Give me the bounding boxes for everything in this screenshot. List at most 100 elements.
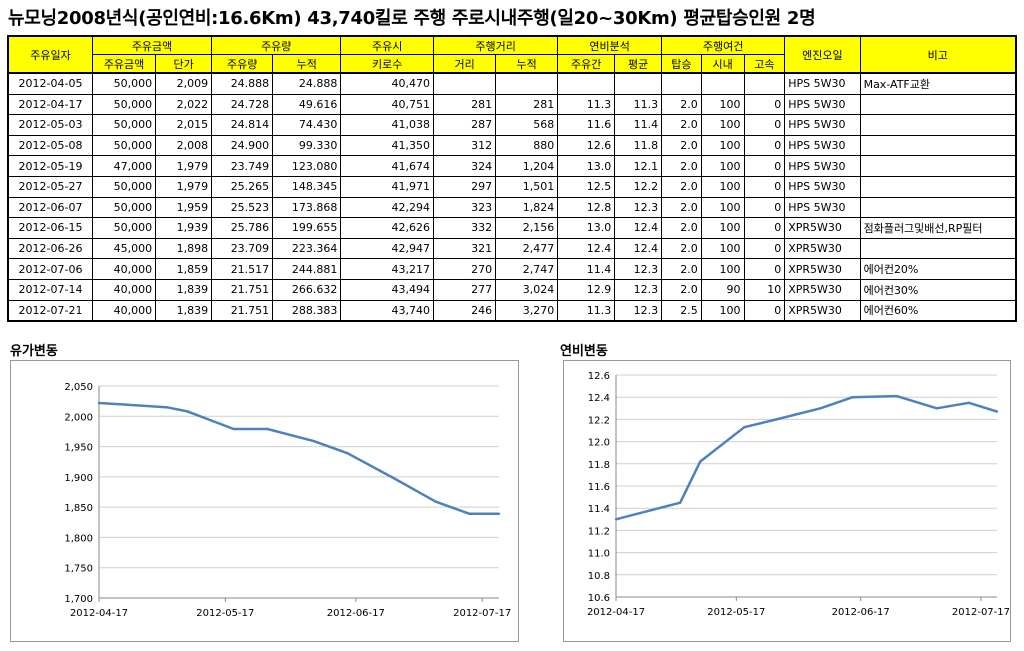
cell-hwy: 0 <box>743 175 786 198</box>
cell-riders: 2.0 <box>661 217 702 239</box>
cell-odo: 43,494 <box>340 278 435 301</box>
cell-vol: 24.814 <box>211 114 274 136</box>
cell-note <box>859 237 1017 260</box>
cell-eff <box>557 72 616 95</box>
cell-odo: 43,217 <box>340 258 435 280</box>
header-note: 비고 <box>859 35 1017 74</box>
cell-price: 1,979 <box>155 155 213 177</box>
cell-city: 100 <box>700 217 745 239</box>
cell-vol-cum: 49.616 <box>272 93 342 116</box>
cell-riders: 2.0 <box>661 134 702 157</box>
data-point <box>851 396 854 399</box>
cell-eff: 11.4 <box>557 258 616 280</box>
cell-riders: 2.0 <box>661 196 702 219</box>
cell-dist: 323 <box>433 196 497 219</box>
cell-oil: XPR5W30 <box>784 278 861 301</box>
cell-dist: 297 <box>433 175 497 198</box>
y-tick-label: 11.0 <box>588 549 610 560</box>
cell-vol-cum: 223.364 <box>272 237 342 260</box>
cell-hwy: 0 <box>743 114 786 136</box>
subheader-dist: 거리 <box>433 54 497 74</box>
cell-avg: 12.2 <box>614 175 663 198</box>
data-point <box>967 401 971 404</box>
cell-amount: 50,000 <box>91 196 157 219</box>
cell-avg: 11.4 <box>614 114 663 136</box>
cell-hwy: 0 <box>743 217 786 239</box>
y-tick-label: 2,000 <box>64 412 93 423</box>
cell-vol-cum: 99.330 <box>272 134 342 157</box>
cell-avg: 12.4 <box>614 237 663 260</box>
y-tick-label: 11.4 <box>588 504 610 515</box>
cell-avg <box>614 72 663 95</box>
x-tick-label: 2012-07-17 <box>952 607 1010 618</box>
table-row: 2012-05-08 50,000 2,008 24.900 99.330 41,350 3… <box>7 134 1017 157</box>
table-row: 2012-06-15 50,000 1,939 25.786 199.655 42,626… <box>7 217 1017 239</box>
cell-note <box>859 93 1017 116</box>
cell-oil: HPS 5W30 <box>784 175 861 198</box>
cell-dist-cum: 2,156 <box>495 217 559 239</box>
cell-date: 2012-07-21 <box>7 299 93 322</box>
cell-hwy: 0 <box>743 237 786 260</box>
cell-riders: 2.0 <box>661 114 702 136</box>
subheader-amount: 주유금액 <box>91 54 157 74</box>
cell-eff: 11.6 <box>557 114 616 136</box>
cell-amount: 50,000 <box>91 93 157 116</box>
cell-riders: 2.0 <box>661 278 702 301</box>
header-oil: 엔진오일 <box>784 35 861 74</box>
cell-eff: 12.8 <box>557 196 616 219</box>
cell-avg: 12.3 <box>614 258 663 280</box>
cell-odo: 41,038 <box>340 114 435 136</box>
subheader-volume: 주유량 <box>211 54 274 74</box>
y-tick-label: 1,950 <box>64 443 93 454</box>
data-point <box>232 427 235 431</box>
cell-avg: 12.3 <box>614 196 663 219</box>
fuel-log-body: 2012-04-05 50,000 2,009 24.888 24.888 40,470 H… <box>7 72 1017 322</box>
header-amount: 주유금액 <box>91 35 213 55</box>
cell-price: 1,839 <box>155 299 213 322</box>
cell-date: 2012-07-14 <box>7 278 93 301</box>
cell-eff: 12.6 <box>557 134 616 157</box>
cell-price: 1,979 <box>155 175 213 198</box>
cell-dist-cum: 281 <box>495 93 559 116</box>
header-distance: 주행거리 <box>433 35 559 55</box>
cell-riders: 2.0 <box>661 175 702 198</box>
cell-vol-cum: 148.345 <box>272 175 342 198</box>
cell-date: 2012-05-27 <box>7 175 93 198</box>
cell-riders: 2.5 <box>661 299 702 322</box>
fuel-log-table: 주유일자 주유금액 주유량 주유시 주행거리 연비분석 주행여건 엔진오일 비고… <box>7 35 1017 323</box>
cell-dist-cum: 568 <box>495 114 559 136</box>
cell-eff: 12.4 <box>557 237 616 260</box>
cell-city: 100 <box>700 299 745 322</box>
cell-date: 2012-07-06 <box>7 258 93 280</box>
cell-dist: 287 <box>433 114 497 136</box>
cell-avg: 12.1 <box>614 155 663 177</box>
cell-amount: 40,000 <box>91 258 157 280</box>
cell-city: 100 <box>700 196 745 219</box>
cell-hwy: 0 <box>743 258 786 280</box>
cell-note <box>859 175 1017 198</box>
cell-riders: 2.0 <box>661 237 702 260</box>
cell-vol-cum: 74.430 <box>272 114 342 136</box>
data-point <box>819 407 822 410</box>
cell-date: 2012-05-08 <box>7 134 93 157</box>
cell-vol: 21.517 <box>211 258 274 280</box>
cell-price: 1,839 <box>155 278 213 301</box>
header-volume: 주유량 <box>211 35 342 55</box>
cell-avg: 12.3 <box>614 299 663 322</box>
cell-price: 1,939 <box>155 217 213 239</box>
table-row: 2012-05-03 50,000 2,015 24.814 74.430 41,038 2… <box>7 114 1017 136</box>
cell-vol: 25.265 <box>211 175 274 198</box>
cell-eff: 12.9 <box>557 278 616 301</box>
cell-date: 2012-05-19 <box>7 155 93 177</box>
cell-amount: 45,000 <box>91 237 157 260</box>
efficiency-chart-title: 연비변동 <box>560 344 608 359</box>
cell-vol: 23.749 <box>211 155 274 177</box>
cell-eff: 12.5 <box>557 175 616 198</box>
cell-city: 100 <box>700 114 745 136</box>
y-tick-label: 1,850 <box>64 503 93 514</box>
cell-dist-cum <box>495 72 559 95</box>
subheader-city: 시내 <box>700 54 745 74</box>
cell-dist-cum: 3,024 <box>495 278 559 301</box>
cell-oil: HPS 5W30 <box>784 72 861 95</box>
data-point <box>434 500 438 503</box>
